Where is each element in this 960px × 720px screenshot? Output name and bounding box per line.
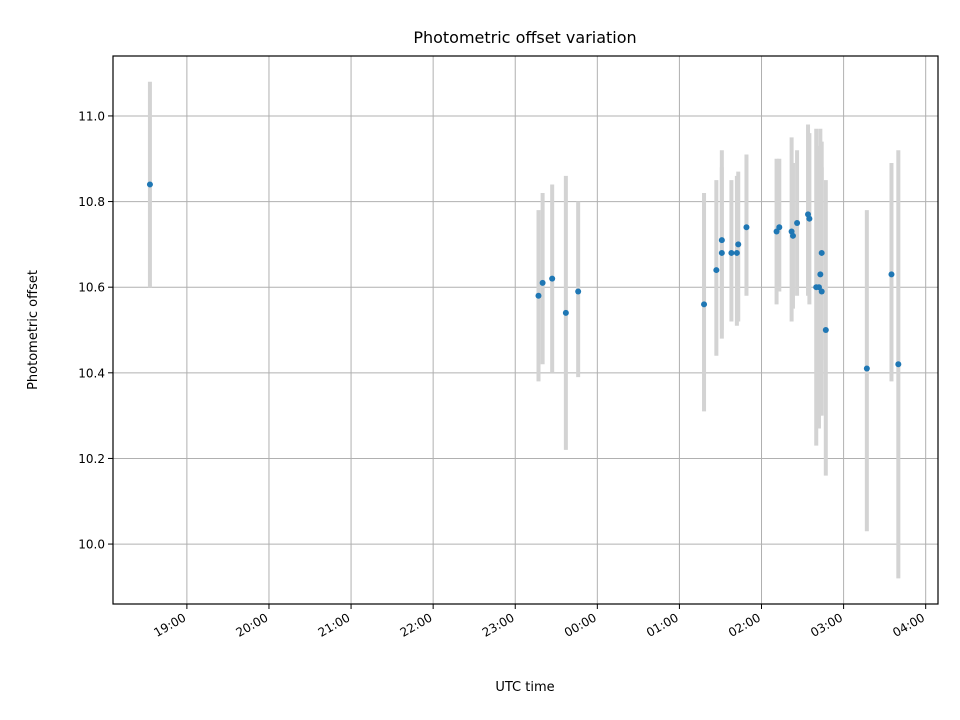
data-point xyxy=(535,292,542,299)
data-point xyxy=(895,361,902,368)
plot-frame xyxy=(112,55,939,605)
data-point xyxy=(718,237,725,244)
data-point xyxy=(776,224,783,231)
gridlines xyxy=(113,56,938,604)
y-tick-label: 10.8 xyxy=(78,195,105,209)
data-point xyxy=(822,327,829,333)
data-point xyxy=(863,365,870,372)
data-point xyxy=(794,219,801,226)
data-points xyxy=(146,181,902,372)
data-point xyxy=(818,288,825,295)
data-point xyxy=(718,249,725,256)
data-point xyxy=(818,249,825,256)
data-point xyxy=(146,181,153,188)
data-point xyxy=(562,309,569,316)
data-point xyxy=(743,224,750,231)
data-point xyxy=(806,215,813,222)
y-tick-label: 10.4 xyxy=(78,366,105,380)
data-point xyxy=(773,228,780,235)
data-point xyxy=(728,249,735,256)
data-point xyxy=(713,267,720,274)
chart-title: Photometric offset variation xyxy=(413,28,636,47)
x-axis-label: UTC time xyxy=(495,680,554,695)
y-tick-label: 10.2 xyxy=(78,452,105,466)
data-point xyxy=(789,232,796,239)
data-point xyxy=(575,288,582,295)
data-point xyxy=(735,241,742,248)
y-tick-label: 10.6 xyxy=(78,281,105,295)
data-point xyxy=(701,301,708,308)
y-axis-label: Photometric offset xyxy=(26,270,41,390)
data-point xyxy=(549,275,556,282)
data-point xyxy=(888,271,895,278)
y-tick-label: 10.0 xyxy=(78,538,105,552)
y-axis-ticks: 10.0 10.2 10.4 10.6 10.8 11.0 xyxy=(78,109,113,552)
data-point xyxy=(539,279,546,286)
data-point xyxy=(815,284,822,291)
data-point xyxy=(733,249,740,256)
data-point xyxy=(817,271,824,278)
y-tick-label: 11.0 xyxy=(78,109,105,123)
